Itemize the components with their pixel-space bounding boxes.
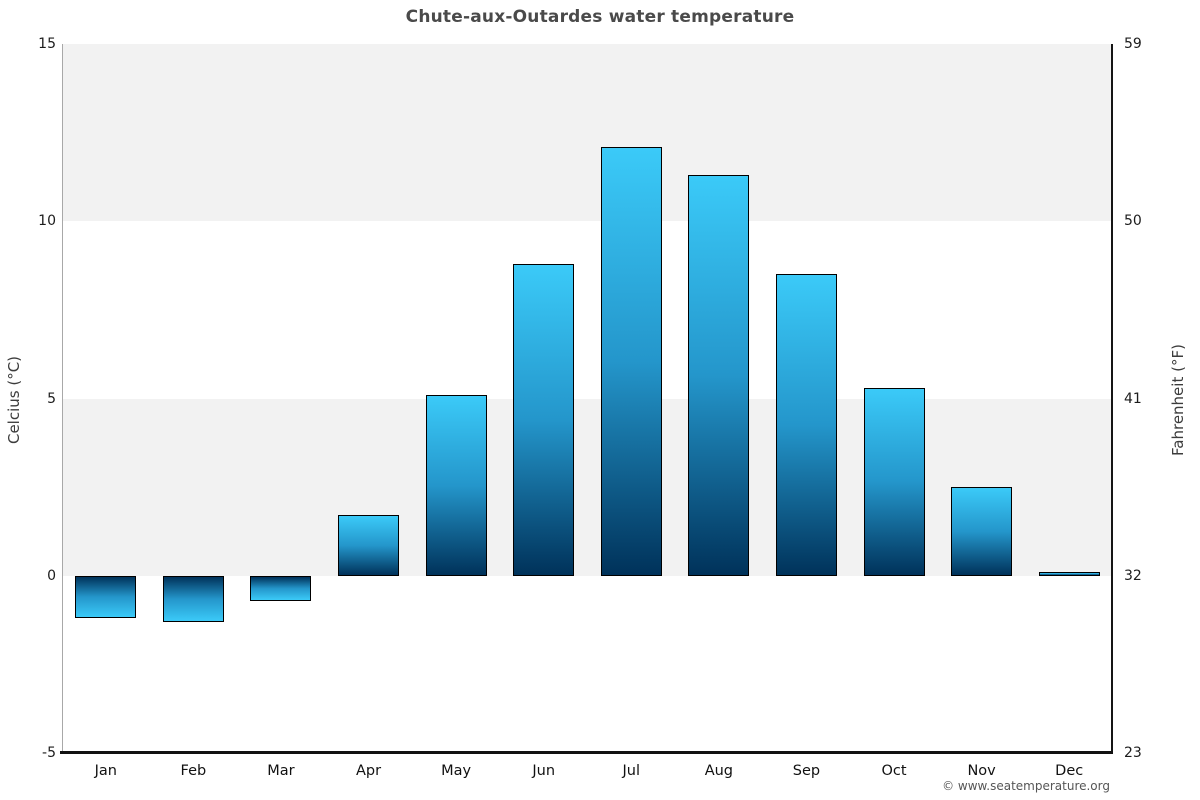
fahrenheit-tick-41: 41 bbox=[1124, 390, 1142, 407]
temperature-bar-sep bbox=[775, 274, 837, 576]
y-axis-line-left bbox=[62, 44, 63, 753]
temperature-bar-feb bbox=[162, 575, 224, 622]
temperature-bar-nov bbox=[951, 487, 1013, 576]
celsius-tick-5: 5 bbox=[47, 390, 56, 407]
month-label-aug: Aug bbox=[704, 763, 734, 779]
temperature-bar-dec bbox=[1038, 572, 1100, 576]
month-label-may: May bbox=[441, 763, 472, 779]
x-axis-line bbox=[60, 751, 1113, 754]
celsius-axis-title: Celcius (°C) bbox=[5, 355, 23, 445]
temperature-bar-mar bbox=[250, 575, 312, 601]
copyright-attribution: © www.seatemperature.org bbox=[942, 779, 1110, 793]
temperature-bar-jul bbox=[600, 146, 662, 576]
gridline-band bbox=[62, 44, 1113, 222]
month-label-oct: Oct bbox=[881, 763, 907, 779]
temperature-bar-aug bbox=[688, 175, 750, 576]
month-label-jul: Jul bbox=[622, 763, 641, 779]
month-label-jun: Jun bbox=[532, 763, 556, 779]
celsius-tick-0: 0 bbox=[47, 567, 56, 584]
temperature-bar-apr bbox=[338, 515, 400, 576]
fahrenheit-axis-title: Fahrenheit (°F) bbox=[1169, 344, 1187, 456]
month-label-mar: Mar bbox=[267, 763, 295, 779]
gridline-band bbox=[62, 398, 1113, 576]
temperature-bar-jan bbox=[75, 575, 137, 619]
celsius-tick-10: 10 bbox=[38, 213, 56, 230]
celsius-tick-15: 15 bbox=[38, 36, 56, 52]
month-label-dec: Dec bbox=[1055, 763, 1084, 779]
month-label-apr: Apr bbox=[355, 763, 382, 779]
month-label-feb: Feb bbox=[180, 763, 207, 779]
month-label-sep: Sep bbox=[792, 763, 821, 779]
month-label-nov: Nov bbox=[967, 763, 996, 779]
chart-title: Chute-aux-Outardes water temperature bbox=[405, 7, 795, 27]
fahrenheit-tick-32: 32 bbox=[1124, 567, 1142, 584]
fahrenheit-tick-50: 50 bbox=[1124, 213, 1142, 230]
y-axis-line-right bbox=[1111, 44, 1113, 753]
fahrenheit-tick-23: 23 bbox=[1124, 745, 1142, 761]
temperature-bar-may bbox=[425, 394, 487, 576]
month-label-jan: Jan bbox=[94, 763, 117, 779]
temperature-bar-oct bbox=[863, 387, 925, 576]
celsius-tick--5: -5 bbox=[42, 745, 56, 761]
temperature-bar-jun bbox=[513, 263, 575, 576]
fahrenheit-tick-59: 59 bbox=[1124, 36, 1142, 52]
